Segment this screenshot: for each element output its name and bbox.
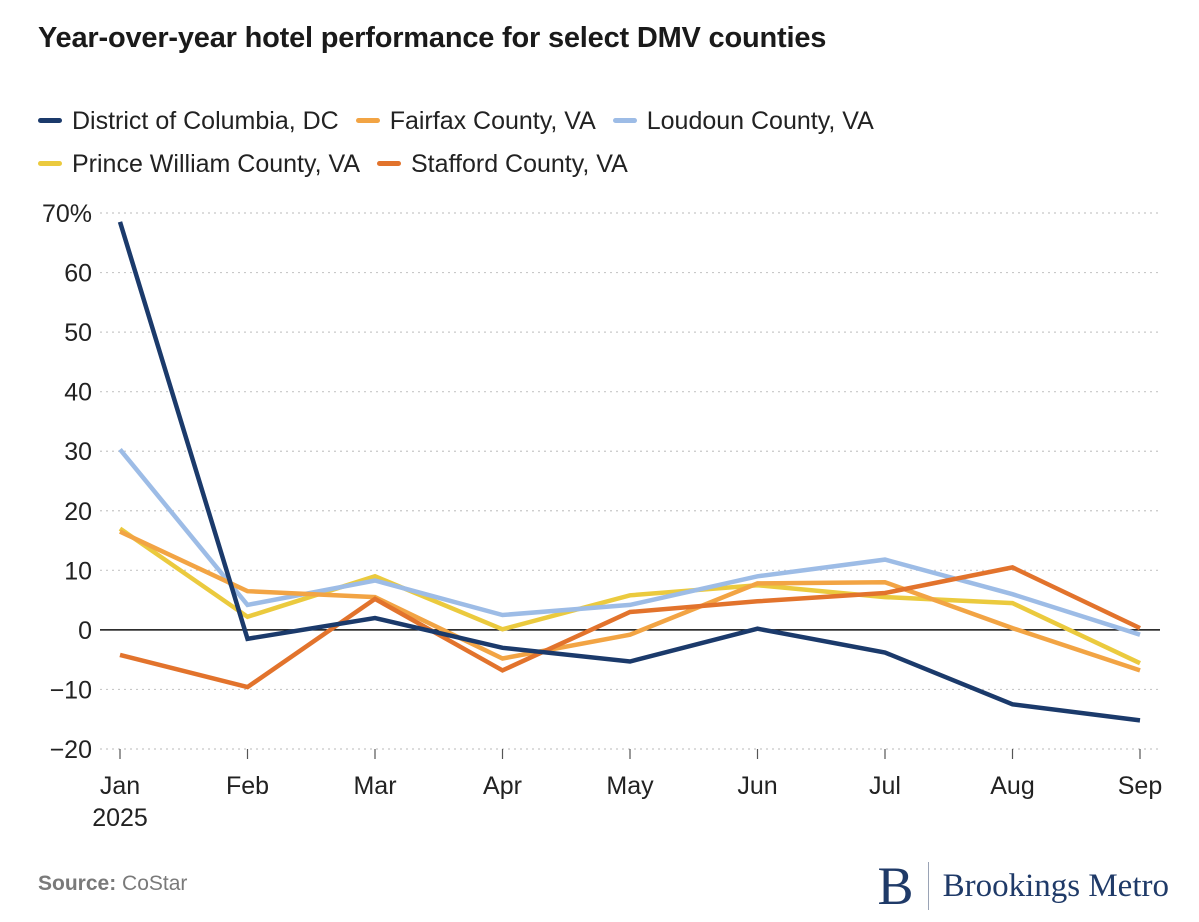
x-tick-label: Feb: [226, 772, 269, 800]
series-line-fairfax-county-va: [119, 529, 1141, 673]
series-line-loudoun-county-va: [118, 447, 1141, 637]
logo-divider: [927, 862, 929, 910]
series-line-stafford-county-va: [119, 565, 1141, 690]
y-tick-label: 0: [78, 617, 92, 645]
brookings-metro-logo: B Brookings Metro: [878, 858, 1169, 914]
legend-item-dc: District of Columbia, DC: [38, 100, 339, 143]
legend-label-loudoun: Loudoun County, VA: [646, 107, 874, 135]
y-tick-label: 30: [64, 438, 92, 466]
legend-label-dc: District of Columbia, DC: [72, 107, 339, 135]
x-tick-label: Mar: [353, 772, 396, 800]
x-tick-label: Jul: [869, 772, 901, 800]
x-tick-label: Sep: [1118, 772, 1162, 800]
source-label: Source:: [38, 872, 117, 895]
x-tick-label: Jun: [737, 772, 777, 800]
y-tick-label: 40: [64, 379, 92, 407]
series-line-prince-william-county-va: [118, 526, 1141, 666]
source-note: Source: CoStar: [38, 872, 187, 896]
legend-swatch-prince-william: [38, 160, 62, 166]
legend-swatch-dc: [38, 117, 62, 123]
chart-title: Year-over-year hotel performance for sel…: [38, 22, 827, 54]
legend-label-prince-william: Prince William County, VA: [72, 150, 361, 178]
gridlines: [100, 212, 1160, 691]
legend-item-loudoun: Loudoun County, VA: [612, 100, 874, 143]
y-tick-label: 20: [64, 498, 92, 526]
x-tick-label: Aug: [990, 772, 1034, 800]
x-tick-label: May: [606, 772, 654, 800]
legend-label-stafford: Stafford County, VA: [411, 150, 628, 178]
legend-label-fairfax: Fairfax County, VA: [389, 107, 596, 135]
legend-item-fairfax: Fairfax County, VA: [355, 100, 596, 143]
logo-text: Brookings Metro: [942, 867, 1169, 904]
y-tick-label: 50: [64, 319, 92, 347]
series-line-district-of-columbia-dc: [117, 221, 1141, 723]
source-value: CoStar: [122, 872, 188, 895]
x-tick-label: Apr: [483, 772, 522, 800]
legend-swatch-loudoun: [612, 117, 637, 123]
legend-item-stafford: Stafford County, VA: [377, 143, 628, 186]
legend: District of Columbia, DC Fairfax County,…: [38, 100, 1148, 186]
logo-mark: B: [877, 856, 914, 916]
y-tick-label: 60: [64, 260, 92, 288]
legend-swatch-stafford: [377, 160, 401, 166]
x-axis: Jan 2025 Feb Mar Apr May Jun Jul Aug Sep: [92, 748, 1162, 832]
x-tick-label: Jan: [100, 772, 140, 800]
y-tick-label: −10: [50, 676, 92, 704]
legend-swatch-fairfax: [355, 117, 380, 123]
legend-item-prince-william: Prince William County, VA: [38, 143, 360, 186]
x-tick-sublabel: 2025: [92, 804, 148, 832]
y-tick-label: −20: [50, 736, 92, 764]
y-axis-ticks: 70% 60 50 40 30 20 10 0 −10 −20: [42, 200, 92, 764]
y-tick-label: 70%: [42, 200, 92, 228]
series-lines: [117, 221, 1141, 723]
y-tick-label: 10: [64, 557, 92, 585]
